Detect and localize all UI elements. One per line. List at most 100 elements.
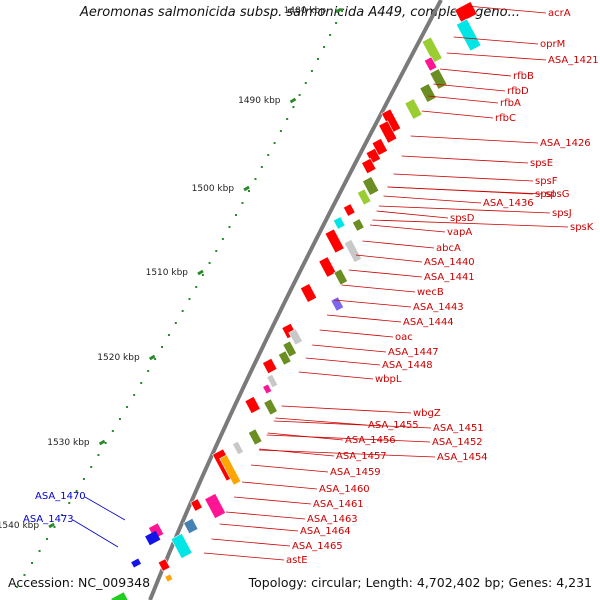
gene-label[interactable]: ASA_1460 (319, 484, 370, 495)
label-leader (219, 523, 299, 532)
gene-feature[interactable] (455, 18, 482, 52)
tick-dot (215, 250, 218, 252)
gene-label[interactable]: abcA (436, 243, 461, 254)
tick-label: 1530 kbp (47, 438, 90, 448)
gene-feature[interactable] (421, 36, 443, 64)
gene-label[interactable]: ASA_1426 (540, 138, 591, 149)
gene-label[interactable]: spsG (545, 189, 570, 200)
gene-label[interactable]: oac (395, 332, 413, 343)
gene-feature[interactable] (247, 428, 263, 446)
tick-dot (247, 190, 250, 192)
gene-feature[interactable] (356, 188, 372, 206)
gene-feature[interactable] (157, 558, 171, 572)
tick-dot (104, 442, 107, 444)
gene-label[interactable]: spsJ (552, 208, 572, 219)
gene-feature[interactable] (170, 533, 193, 559)
label-leader (410, 135, 539, 144)
gene-label[interactable]: rfbC (495, 113, 516, 124)
gene-feature[interactable] (262, 383, 273, 395)
gene-label[interactable]: ASA_1457 (336, 451, 387, 462)
gene-feature[interactable] (288, 328, 303, 346)
gene-feature[interactable] (318, 256, 337, 278)
gene-feature[interactable] (361, 157, 377, 175)
tick-dot (82, 478, 85, 480)
gene-feature-reverse[interactable] (131, 558, 142, 568)
gene-feature[interactable] (332, 216, 346, 230)
map-title: Aeromonas salmonicida subsp. salmonicida… (80, 5, 520, 20)
gene-label[interactable]: wbpL (375, 374, 402, 385)
tick-dot (75, 490, 78, 492)
gene-label[interactable]: ASA_1447 (388, 347, 439, 358)
gene-label-reverse[interactable]: ASA_1470 (35, 491, 86, 502)
gene-label[interactable]: ASA_1451 (433, 423, 484, 434)
gene-feature[interactable] (299, 283, 318, 303)
gene-feature[interactable] (324, 228, 345, 254)
gene-feature[interactable] (262, 357, 278, 375)
gene-feature[interactable] (232, 440, 244, 456)
label-leader-reverse (72, 519, 119, 548)
gene-label[interactable]: wecB (417, 287, 444, 298)
gene-label[interactable]: ASA_1452 (432, 437, 483, 448)
gene-feature[interactable] (266, 373, 279, 389)
gene-label[interactable]: ASA_1444 (403, 317, 454, 328)
gene-label[interactable]: ASA_1421 (548, 55, 599, 66)
gene-label[interactable]: wbgZ (413, 408, 441, 419)
gene-feature[interactable] (219, 454, 242, 486)
gene-label[interactable]: acrA (548, 8, 571, 19)
gene-label[interactable]: ASA_1463 (307, 514, 358, 525)
gene-feature[interactable] (204, 493, 227, 519)
gene-feature[interactable] (343, 203, 356, 217)
gene-label[interactable]: ASA_1440 (424, 257, 475, 268)
gene-feature[interactable] (333, 268, 348, 286)
gene-feature[interactable] (404, 98, 423, 120)
tick-mark (48, 522, 55, 529)
gene-label[interactable]: ASA_1443 (413, 302, 464, 313)
gene-label[interactable]: vapA (447, 227, 472, 238)
label-leader (298, 371, 374, 380)
gene-label[interactable]: astE (286, 555, 308, 566)
gene-label[interactable]: ASA_1456 (345, 435, 396, 446)
gene-feature[interactable] (282, 340, 297, 358)
tick-label: 1520 kbp (97, 353, 140, 363)
tick-dot (260, 166, 263, 168)
gene-label[interactable]: rfbB (513, 71, 534, 82)
tick-dot (154, 358, 157, 360)
label-leader (266, 434, 431, 443)
gene-label[interactable]: rfbD (507, 86, 529, 97)
gene-label-reverse[interactable]: ASA_1473 (23, 514, 74, 525)
gene-feature-reverse[interactable] (145, 530, 161, 546)
gene-label[interactable]: spsE (530, 158, 553, 169)
gene-feature[interactable] (362, 176, 380, 196)
gene-feature[interactable] (278, 350, 292, 366)
gene-feature[interactable] (352, 218, 365, 232)
gene-label[interactable]: ASA_1461 (313, 499, 364, 510)
gene-feature[interactable] (190, 498, 203, 512)
gene-label[interactable]: ASA_1459 (330, 467, 381, 478)
gene-feature[interactable] (330, 296, 345, 312)
gene-label[interactable]: ASA_1464 (300, 526, 351, 537)
gene-feature[interactable] (343, 239, 363, 263)
gene-feature[interactable] (183, 517, 199, 535)
gene-feature[interactable] (164, 573, 174, 583)
gene-label[interactable]: ASA_1455 (368, 420, 419, 431)
gene-label[interactable]: spsD (450, 213, 475, 224)
gene-feature[interactable] (263, 398, 278, 416)
gene-label[interactable]: ASA_1465 (292, 541, 343, 552)
tick-dot (126, 406, 129, 408)
gene-label[interactable]: ASA_1448 (382, 360, 433, 371)
gene-feature[interactable] (429, 68, 448, 90)
gene-label[interactable]: oprM (540, 39, 565, 50)
gene-label[interactable]: spsK (570, 222, 594, 233)
gene-label[interactable]: rfbA (500, 98, 521, 109)
gene-feature[interactable] (419, 83, 437, 103)
gene-label[interactable]: ASA_1436 (483, 198, 534, 209)
gene-label[interactable]: spsF (535, 176, 558, 187)
gene-label[interactable]: spsI (535, 189, 555, 200)
gene-label[interactable]: ASA_1441 (424, 272, 475, 283)
gene-feature[interactable] (423, 56, 438, 72)
gene-label[interactable]: ASA_1454 (437, 452, 488, 463)
gene-feature[interactable] (378, 120, 398, 144)
gene-feature[interactable] (244, 396, 261, 414)
gene-feature-reverse[interactable] (111, 592, 129, 600)
